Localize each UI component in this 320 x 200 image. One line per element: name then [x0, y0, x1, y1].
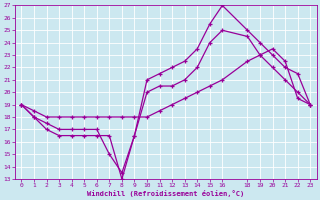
X-axis label: Windchill (Refroidissement éolien,°C): Windchill (Refroidissement éolien,°C) — [87, 190, 244, 197]
